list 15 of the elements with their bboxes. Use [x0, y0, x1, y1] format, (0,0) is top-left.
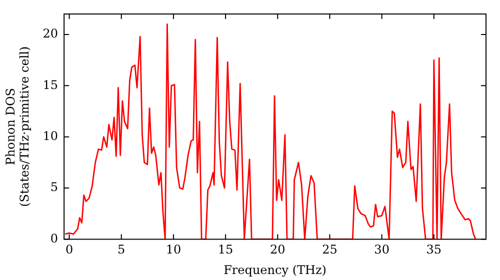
y-tick-label: 0	[50, 231, 58, 246]
x-tick-label: 25	[322, 242, 338, 257]
y-tick-label: 5	[50, 180, 58, 194]
y-axis-title: Phonon DOS (States/THz·primitive cell)	[3, 46, 32, 207]
x-tick-label: 20	[270, 242, 286, 257]
x-tick-label: 30	[374, 242, 390, 257]
y-tick-label: 10	[42, 128, 58, 143]
x-tick-label: 10	[166, 242, 182, 257]
x-tick-label: 5	[118, 242, 126, 257]
x-tick-label: 0	[65, 242, 74, 257]
x-tick-label: 15	[218, 242, 234, 257]
x-axis-title: Frequency (THz)	[224, 262, 326, 277]
y-tick-label: 15	[42, 78, 58, 92]
y-tick-label: 20	[42, 26, 58, 41]
x-tick-label: 35	[426, 242, 442, 257]
